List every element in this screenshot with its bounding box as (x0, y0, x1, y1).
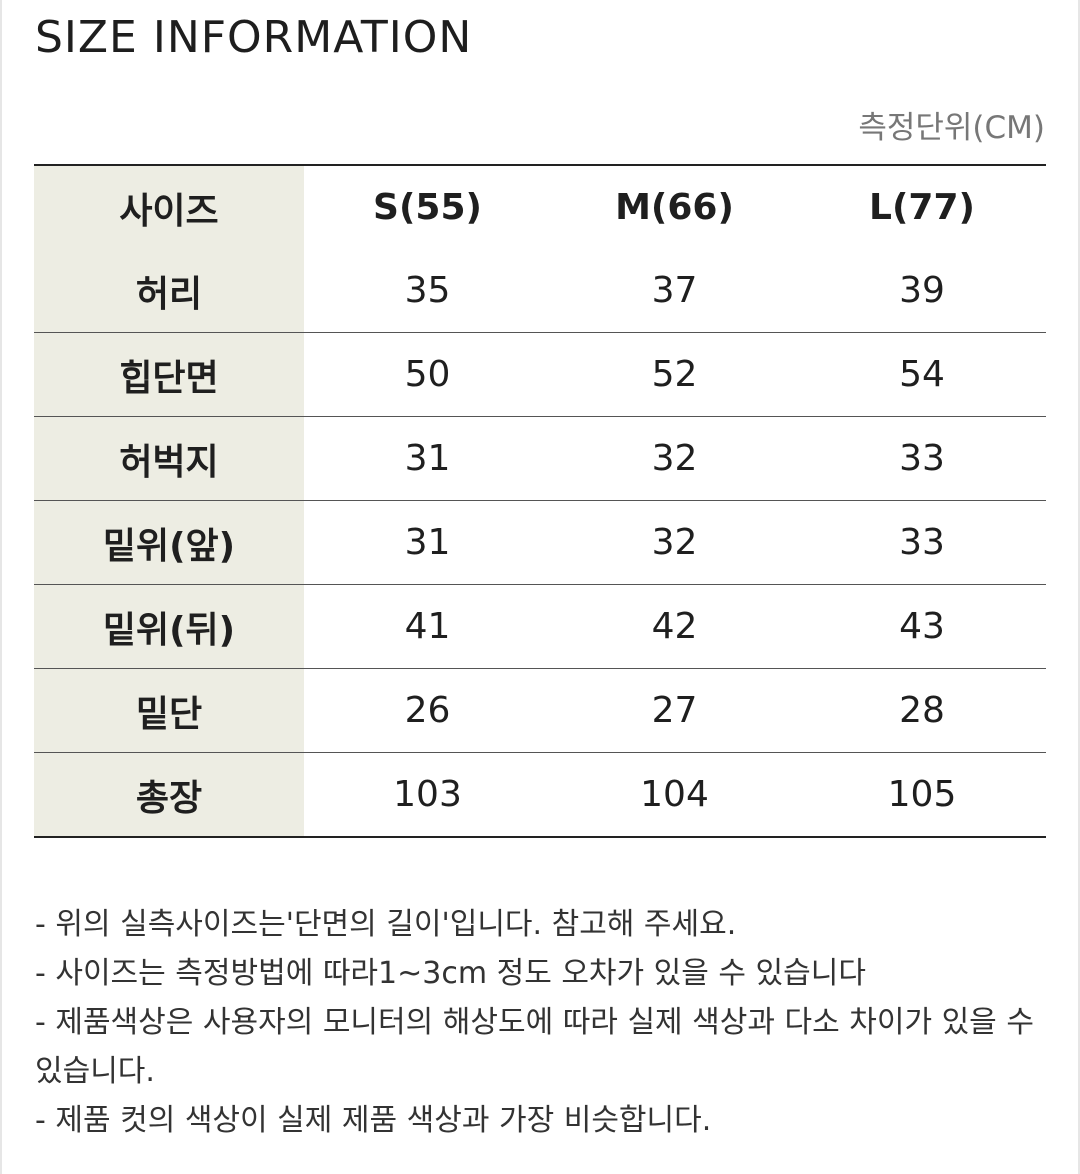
cell-value: 39 (798, 249, 1046, 333)
notes-section: - 위의 실측사이즈는'단면의 길이'입니다. 참고해 주세요. - 사이즈는 … (35, 900, 1045, 1145)
note-item: - 제품 컷의 색상이 실제 제품 색상과 가장 비슷합니다. (35, 1103, 712, 1138)
cell-value: 31 (304, 416, 551, 501)
cell-value: 27 (551, 668, 798, 753)
cell-value: 26 (304, 668, 551, 753)
cell-value: 104 (640, 774, 709, 815)
cell-value: 32 (551, 500, 798, 585)
header-size-label: 사이즈 (34, 165, 304, 249)
note-item: - 위의 실측사이즈는'단면의 길이'입니다. 참고해 주세요. (35, 907, 737, 942)
cell-value: 37 (551, 249, 798, 333)
table-row-total-length: 총장 103 104 105 (34, 752, 1046, 837)
row-label: 밑위(뒤) (34, 584, 304, 669)
cell-value: 28 (798, 668, 1046, 753)
row-label: 힙단면 (34, 332, 304, 417)
cell-value: 105 (887, 774, 957, 815)
table-header-row: 사이즈 S(55) M(66) L(77) (34, 165, 1046, 249)
row-label: 밑위(앞) (34, 500, 304, 585)
cell-value: 103 (393, 774, 462, 815)
cell-value: 41 (304, 584, 551, 669)
row-label: 허리 (34, 249, 304, 333)
cell-value: 32 (551, 416, 798, 501)
row-label: 허벅지 (34, 416, 304, 501)
table-row-waist: 허리 35 37 39 (34, 249, 1046, 333)
table-row-back-rise: 밑위(뒤) 41 42 43 (34, 584, 1046, 669)
cell-value: 33 (798, 416, 1046, 501)
cell-value: 43 (798, 584, 1046, 669)
measurement-unit-label: 측정단위(CM) (858, 110, 1045, 146)
page-title: SIZE INFORMATION (35, 12, 473, 63)
table-row-hem: 밑단 26 27 28 (34, 668, 1046, 753)
table-row-front-rise: 밑위(앞) 31 32 33 (34, 500, 1046, 585)
cell-value: 33 (798, 500, 1046, 585)
size-table: 사이즈 S(55) M(66) L(77) 허리 35 37 39 힙단면 50… (34, 164, 1046, 838)
header-size-l: L(77) (869, 187, 975, 228)
row-label: 밑단 (34, 668, 304, 753)
note-item: - 제품색상은 사용자의 모니터의 해상도에 따라 실제 색상과 다소 차이가 … (35, 1005, 1034, 1089)
table-row-hip: 힙단면 50 52 54 (34, 332, 1046, 417)
note-item: - 사이즈는 측정방법에 따라1~3cm 정도 오차가 있을 수 있습니다 (35, 956, 866, 991)
row-label: 총장 (34, 752, 304, 837)
cell-value: 52 (551, 332, 798, 417)
cell-value: 35 (304, 249, 551, 333)
frame-border-left (0, 0, 2, 1174)
frame-border-right (1078, 0, 1080, 1174)
header-size-m: M(66) (615, 187, 734, 228)
cell-value: 31 (304, 500, 551, 585)
cell-value: 50 (304, 332, 551, 417)
cell-value: 42 (551, 584, 798, 669)
cell-value: 54 (798, 332, 1046, 417)
header-size-s: S(55) (373, 187, 482, 228)
table-row-thigh: 허벅지 31 32 33 (34, 416, 1046, 501)
